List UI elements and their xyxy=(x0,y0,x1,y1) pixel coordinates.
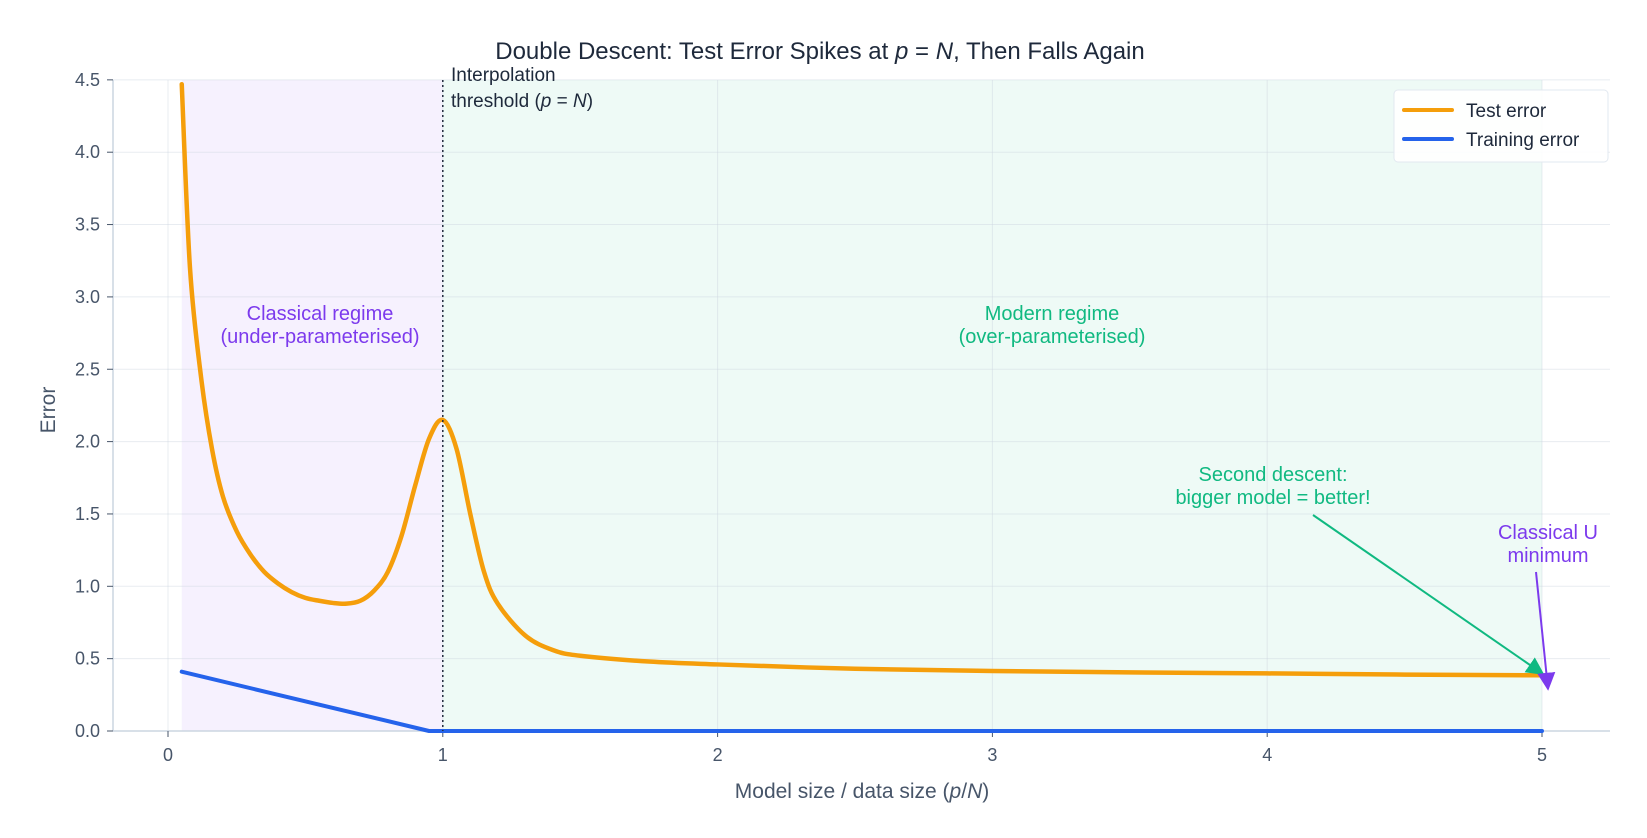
x-tick-label: 5 xyxy=(1537,745,1547,765)
annotation-second-descent-arrow xyxy=(1312,514,1545,676)
legend-item-training-error[interactable]: Training error xyxy=(1402,130,1580,151)
y-tick-label: 0.0 xyxy=(75,721,100,741)
x-tick-label: 3 xyxy=(987,745,997,765)
y-tick-label: 3.5 xyxy=(75,215,100,235)
y-tick-label: 4.5 xyxy=(75,70,100,90)
grid-lines xyxy=(113,79,1610,732)
annotation-second-descent-line2: bigger model = better! xyxy=(1175,487,1370,509)
y-tick-label: 4.0 xyxy=(75,142,100,162)
annotation-classical-u-line2: minimum xyxy=(1507,545,1588,567)
chart-title: Double Descent: Test Error Spikes at p =… xyxy=(495,38,1144,65)
y-tick-label: 0.5 xyxy=(75,649,100,669)
legend: Test error Training error xyxy=(1393,89,1609,163)
legend-item-test-error[interactable]: Test error xyxy=(1402,101,1547,122)
y-axis-label: Error xyxy=(37,387,60,434)
y-tick-label: 1.5 xyxy=(75,504,100,524)
x-axis-label: Model size / data size (p/N) xyxy=(735,780,989,803)
data-series xyxy=(179,81,1545,733)
x-tick-label: 2 xyxy=(713,745,723,765)
annotations: Classical regime(under-parameterised) Mod… xyxy=(221,303,1598,691)
axes: 0 1 2 3 4 5 0.0 0.5 1.0 1.5 2.0 2.5 3.0 3.5 4.0 4.5 xyxy=(75,70,1610,765)
legend-label-training-error: Training error xyxy=(1466,130,1580,151)
x-tick-label: 4 xyxy=(1262,745,1272,765)
threshold-label-line2: threshold (p = N) xyxy=(451,91,593,112)
annotation-modern-line2: (over-parameterised) xyxy=(959,326,1146,348)
annotation-classical-line1: Classical regime xyxy=(247,303,394,325)
regime-shading xyxy=(181,80,1542,731)
region-modern xyxy=(442,80,1542,731)
test-error-line xyxy=(179,81,1545,678)
y-tick-label: 1.0 xyxy=(75,576,100,596)
training-error-line xyxy=(179,669,1544,733)
y-tick-label: 3.0 xyxy=(75,287,100,307)
y-tick-label: 2.0 xyxy=(75,432,100,452)
region-classical xyxy=(181,80,443,731)
annotation-second-descent-line1: Second descent: xyxy=(1199,464,1348,486)
annotation-modern-line1: Modern regime xyxy=(985,303,1120,325)
y-tick-label: 2.5 xyxy=(75,359,100,379)
annotation-classical-line2: (under-parameterised) xyxy=(221,326,420,348)
x-tick-label: 1 xyxy=(438,745,448,765)
legend-label-test-error: Test error xyxy=(1466,101,1547,122)
x-tick-label: 0 xyxy=(163,745,173,765)
threshold-label-line1: Interpolation xyxy=(451,65,556,86)
annotation-classical-u-line1: Classical U xyxy=(1498,522,1598,544)
annotation-classical-u-arrow xyxy=(1535,571,1556,691)
